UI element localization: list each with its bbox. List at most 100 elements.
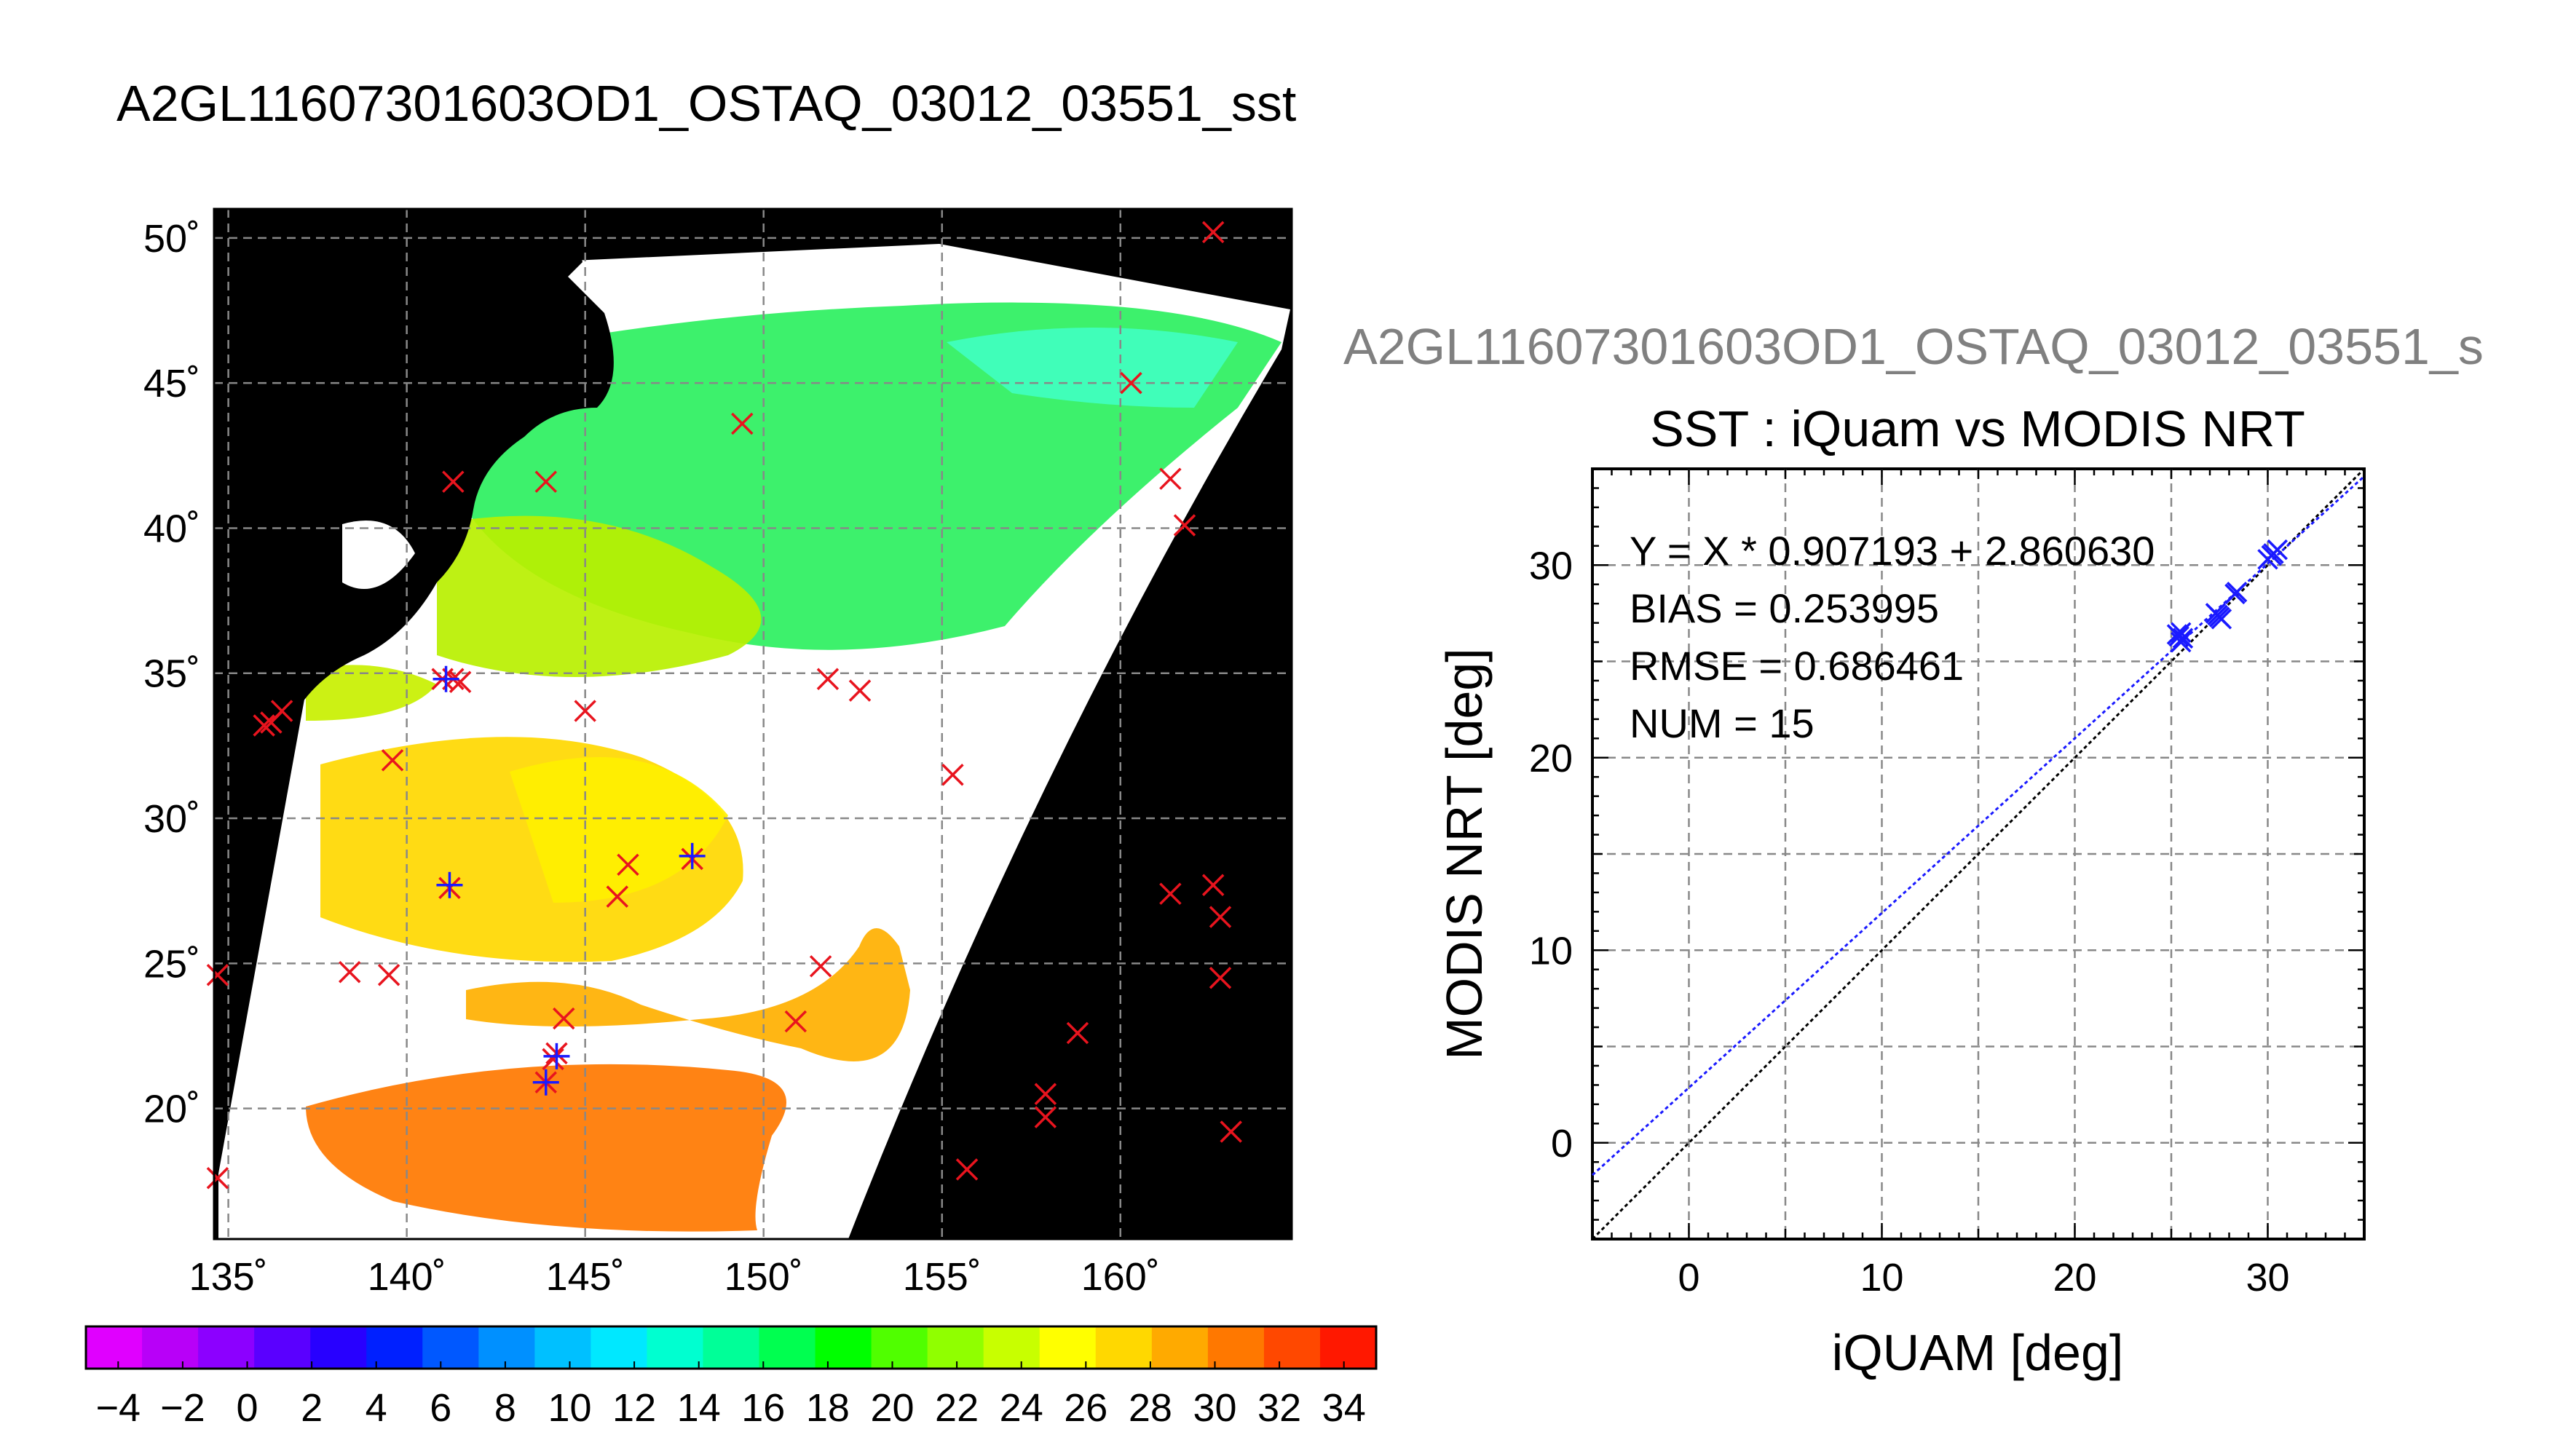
map-marker-blue-2	[532, 1069, 559, 1096]
map-ytick-50: 50˚	[143, 217, 200, 261]
map-marker-blue-1	[679, 842, 706, 869]
scatter-title: SST : iQuam vs MODIS NRT	[1650, 400, 2305, 457]
map-marker-red-15	[574, 700, 596, 722]
map-marker-red-23	[1159, 882, 1182, 905]
map-grid	[214, 209, 1292, 1239]
colorbar-label-2: 0	[236, 1386, 258, 1430]
colorbar-swatch-8	[534, 1326, 591, 1369]
map-marker-red-31	[784, 1010, 807, 1033]
colorbar-label-12: 20	[870, 1386, 914, 1430]
colorbar-swatch-10	[647, 1326, 703, 1369]
map-marker-red-12	[253, 714, 275, 737]
map-xtick-140: 140˚	[368, 1255, 446, 1299]
map-ytick-30: 30˚	[143, 797, 200, 841]
map-markers	[206, 221, 1242, 1190]
map-ytick-25: 25˚	[143, 942, 200, 986]
colorbar-swatch-11	[703, 1326, 760, 1369]
map-marker-red-28	[206, 964, 229, 986]
map-marker-red-36	[1034, 1106, 1057, 1128]
colorbar-label-9: 14	[677, 1386, 721, 1430]
colorbar-swatch-3	[254, 1326, 311, 1369]
map-xtick-160: 160˚	[1081, 1255, 1160, 1299]
map-marker-red-14	[270, 700, 293, 722]
scatter-ylabel: MODIS NRT [deg]	[1436, 648, 1493, 1059]
scatter-ytick-label-30: 30	[1529, 544, 1573, 587]
colorbar-label-10: 16	[741, 1386, 785, 1430]
stat-bias: BIAS = 0.253995	[1630, 585, 1939, 631]
map-xtick-150: 150˚	[724, 1255, 803, 1299]
scatter-point-1	[2172, 628, 2194, 649]
colorbar-swatch-18	[1095, 1326, 1153, 1369]
map-ytick-40: 40˚	[143, 507, 200, 550]
colorbar-swatch-5	[366, 1326, 423, 1369]
scatter-xtick-label-30: 30	[2246, 1256, 2289, 1299]
map-marker-red-19	[606, 885, 629, 908]
scatter-xtick-label-10: 10	[1860, 1256, 1903, 1299]
colorbar-label-15: 26	[1064, 1386, 1107, 1430]
map-marker-red-4	[442, 470, 465, 493]
colorbar-swatch-21	[1263, 1326, 1321, 1369]
colorbar-swatch-20	[1207, 1326, 1265, 1369]
scatter-point-11	[2226, 582, 2248, 603]
colorbar-label-1: −2	[160, 1386, 205, 1430]
colorbar-swatch-14	[871, 1326, 928, 1369]
colorbar-swatch-17	[1039, 1326, 1097, 1369]
scatter-point-13	[2166, 624, 2188, 645]
map-marker-red-1	[1120, 371, 1142, 395]
map-ytick-35: 35˚	[143, 652, 200, 696]
map-xtick-145: 145˚	[546, 1255, 625, 1299]
sst-band-orange-mid	[466, 928, 910, 1061]
map-marker-red-6	[1173, 514, 1196, 537]
map-marker-red-7	[816, 668, 840, 690]
map-marker-red-11	[449, 670, 472, 693]
map-marker-red-18	[617, 853, 639, 877]
stat-fit: Y = X * 0.907193 + 2.860630	[1630, 528, 2155, 574]
map-marker-red-22	[1201, 874, 1225, 896]
colorbar: −4 −2 0 2 4 6 8 10 12 14 16 18 20 22 24 26 28 30 32 34	[84, 1325, 1378, 1430]
colorbar-swatch-16	[983, 1326, 1040, 1369]
scatter-xtick-label-0: 0	[1678, 1256, 1699, 1299]
scatter-points	[2166, 539, 2288, 653]
map-marker-red-27	[377, 964, 400, 986]
stat-rmse: RMSE = 0.686461	[1630, 643, 1964, 689]
map-marker-red-29	[1209, 967, 1232, 989]
colorbar-swatch-15	[927, 1326, 984, 1369]
colorbar-swatch-2	[198, 1326, 255, 1369]
map-marker-red-30	[553, 1007, 575, 1030]
scatter-ticks: 0 10 20 30 0 10 20 30	[1529, 467, 2366, 1299]
colorbar-swatch-19	[1151, 1326, 1209, 1369]
map-marker-red-25	[809, 955, 832, 978]
sst-band-shikoku	[306, 665, 437, 721]
colorbar-label-14: 24	[1000, 1386, 1043, 1430]
colorbar-label-7: 10	[548, 1386, 591, 1430]
page-subtitle: A2GL11607301603OD1_OSTAQ_03012_03551_s	[1343, 318, 2484, 375]
colorbar-swatch-13	[815, 1326, 872, 1369]
colorbar-swatch-6	[422, 1326, 479, 1369]
sst-band-yellow	[510, 757, 728, 903]
scatter-panel: SST : iQuam vs MODIS NRT 0 10 20 300102030 …	[1436, 400, 2366, 1381]
scatter-ytick-label-20: 20	[1529, 737, 1573, 780]
map-frame	[213, 207, 1293, 1241]
colorbar-label-5: 6	[430, 1386, 451, 1430]
colorbar-swatch-0	[86, 1326, 143, 1369]
map-marker-red-5	[1159, 467, 1182, 490]
map-marker-red-33	[542, 1048, 564, 1071]
map-marker-blue-4	[433, 665, 459, 692]
colorbar-label-18: 32	[1257, 1386, 1301, 1430]
map-marker-blue-0	[436, 871, 463, 898]
colorbar-swatch-7	[478, 1326, 535, 1369]
scatter-point-0	[2171, 622, 2192, 644]
map-ytick-20: 20˚	[143, 1088, 200, 1131]
map-marker-red-38	[1220, 1120, 1242, 1143]
map-ytick-45: 45˚	[143, 362, 200, 405]
identity-line	[1591, 467, 2366, 1241]
colorbar-swatch-22	[1319, 1326, 1377, 1369]
land-japan	[218, 209, 614, 757]
colorbar-label-13: 22	[935, 1386, 979, 1430]
scatter-stats: Y = X * 0.907193 + 2.860630 BIAS = 0.253…	[1630, 528, 2155, 746]
colorbar-label-19: 34	[1322, 1386, 1366, 1430]
colorbar-label-8: 12	[612, 1386, 656, 1430]
map-marker-red-17	[941, 764, 964, 786]
colorbar-label-6: 8	[494, 1386, 516, 1430]
